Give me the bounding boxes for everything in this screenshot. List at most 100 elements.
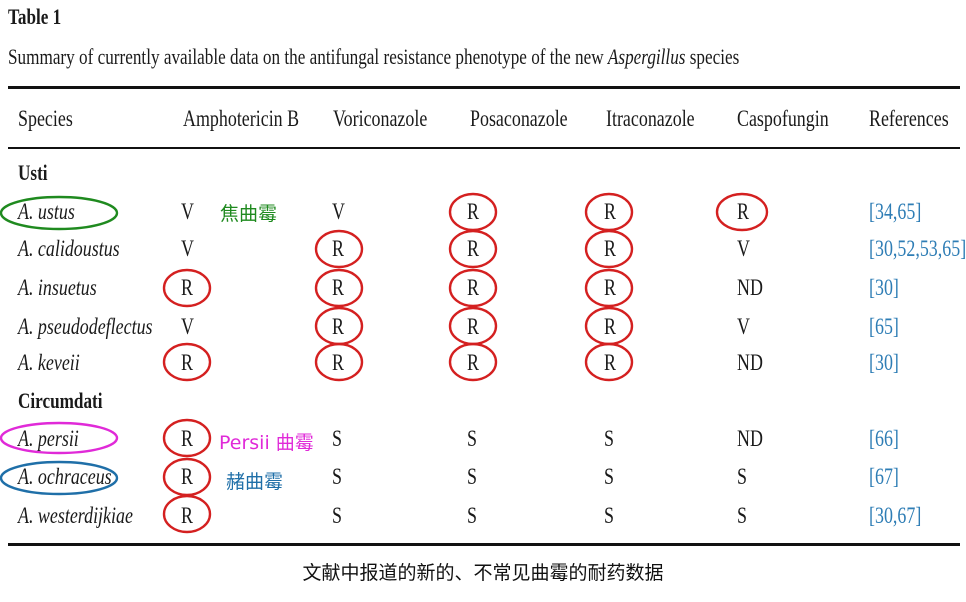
- persii-annotation: Persii 曲霉: [219, 432, 314, 454]
- reference-link[interactable]: [30,52,53,65]: [869, 236, 966, 261]
- itraconazole-cell: R: [604, 199, 616, 224]
- posaconazole-cell: R: [467, 199, 479, 224]
- header-species: Species: [18, 106, 73, 131]
- itraconazole-cell: S: [604, 426, 614, 451]
- voriconazole-cell: S: [332, 503, 342, 528]
- reference-link[interactable]: [66]: [869, 426, 899, 451]
- voriconazole-cell: R: [332, 350, 344, 375]
- ochraceus-annotation: 赭曲霉: [226, 471, 284, 493]
- bottom-caption: 文献中报道的新的、不常见曲霉的耐药数据: [302, 562, 664, 584]
- voriconazole-cell: V: [332, 199, 345, 224]
- caption-prefix: Summary of currently available data on t…: [8, 44, 608, 69]
- resistant-circle: [448, 342, 498, 382]
- resistant-circle: [314, 306, 364, 346]
- voriconazole-cell: R: [332, 236, 344, 261]
- reference-link[interactable]: [30]: [869, 350, 899, 375]
- header-amphotericin: Amphotericin B: [183, 106, 300, 131]
- resistant-circle: [162, 342, 212, 382]
- group-label-circumdati: Circumdati: [18, 388, 103, 413]
- caspofungin-cell: ND: [737, 426, 763, 451]
- reference-link[interactable]: [34,65]: [869, 199, 922, 224]
- species-cell: A. westerdijkiae: [18, 503, 133, 528]
- ustus-highlight-ellipse: [0, 195, 119, 231]
- table-caption: Summary of currently available data on t…: [8, 44, 739, 70]
- reference-link[interactable]: [30]: [869, 275, 899, 300]
- posaconazole-cell: S: [467, 464, 477, 489]
- itraconazole-cell: S: [604, 464, 614, 489]
- species-cell: A. keveii: [18, 350, 80, 375]
- resistant-circle: [314, 229, 364, 269]
- caspofungin-cell: ND: [737, 275, 763, 300]
- caspofungin-cell: S: [737, 503, 747, 528]
- bottom-rule: [8, 543, 960, 546]
- species-cell: A. calidoustus: [18, 236, 120, 261]
- posaconazole-cell: R: [467, 314, 479, 339]
- voriconazole-cell: S: [332, 464, 342, 489]
- resistant-circle: [162, 418, 212, 458]
- voriconazole-cell: R: [332, 314, 344, 339]
- resistant-circle: [448, 192, 498, 232]
- amphotericin-cell: R: [181, 464, 193, 489]
- voriconazole-cell: S: [332, 426, 342, 451]
- ustus-annotation: 焦曲霉: [220, 203, 278, 225]
- itraconazole-cell: R: [604, 314, 616, 339]
- resistant-circle: [584, 229, 634, 269]
- caspofungin-cell: ND: [737, 350, 763, 375]
- posaconazole-cell: R: [467, 350, 479, 375]
- amphotericin-cell: V: [181, 199, 194, 224]
- resistant-circle: [584, 268, 634, 308]
- resistant-circle: [715, 192, 769, 232]
- resistant-circle: [584, 192, 634, 232]
- caspofungin-cell: V: [737, 236, 750, 261]
- species-cell: A. persii: [18, 426, 79, 451]
- amphotericin-cell: R: [181, 426, 193, 451]
- header-voriconazole: Voriconazole: [333, 106, 428, 131]
- reference-link[interactable]: [30,67]: [869, 503, 922, 528]
- header-references: References: [869, 106, 949, 131]
- resistant-circle: [162, 457, 212, 497]
- species-cell: A. pseudodeflectus: [18, 314, 153, 339]
- itraconazole-cell: R: [604, 236, 616, 261]
- species-cell: A. ustus: [18, 199, 75, 224]
- resistant-circle: [314, 342, 364, 382]
- header-caspofungin: Caspofungin: [737, 106, 829, 131]
- amphotericin-cell: V: [181, 314, 194, 339]
- caspofungin-cell: S: [737, 464, 747, 489]
- reference-link[interactable]: [65]: [869, 314, 899, 339]
- resistant-circle: [584, 342, 634, 382]
- posaconazole-cell: R: [467, 236, 479, 261]
- species-cell: A. ochraceus: [18, 464, 112, 489]
- caption-suffix: species: [685, 44, 740, 69]
- posaconazole-cell: S: [467, 426, 477, 451]
- header-itraconazole: Itraconazole: [606, 106, 695, 131]
- resistant-circle: [448, 229, 498, 269]
- posaconazole-cell: R: [467, 275, 479, 300]
- reference-link[interactable]: [67]: [869, 464, 899, 489]
- header-rule: [8, 147, 960, 149]
- resistant-circle: [314, 268, 364, 308]
- amphotericin-cell: R: [181, 350, 193, 375]
- amphotericin-cell: V: [181, 236, 194, 261]
- ochraceus-highlight-ellipse: [0, 460, 119, 496]
- amphotericin-cell: R: [181, 503, 193, 528]
- itraconazole-cell: R: [604, 275, 616, 300]
- voriconazole-cell: R: [332, 275, 344, 300]
- persii-highlight-ellipse: [0, 421, 119, 455]
- posaconazole-cell: S: [467, 503, 477, 528]
- header-posaconazole: Posaconazole: [470, 106, 568, 131]
- group-label-usti: Usti: [18, 160, 48, 185]
- amphotericin-cell: R: [181, 275, 193, 300]
- resistant-circle: [162, 268, 212, 308]
- species-cell: A. insuetus: [18, 275, 97, 300]
- resistant-circle: [448, 306, 498, 346]
- table-label: Table 1: [8, 4, 62, 29]
- caspofungin-cell: V: [737, 314, 750, 339]
- caspofungin-cell: R: [737, 199, 749, 224]
- top-rule: [8, 86, 960, 89]
- itraconazole-cell: R: [604, 350, 616, 375]
- resistant-circle: [584, 306, 634, 346]
- itraconazole-cell: S: [604, 503, 614, 528]
- caption-genus: Aspergillus: [607, 44, 686, 69]
- resistant-circle: [162, 494, 212, 534]
